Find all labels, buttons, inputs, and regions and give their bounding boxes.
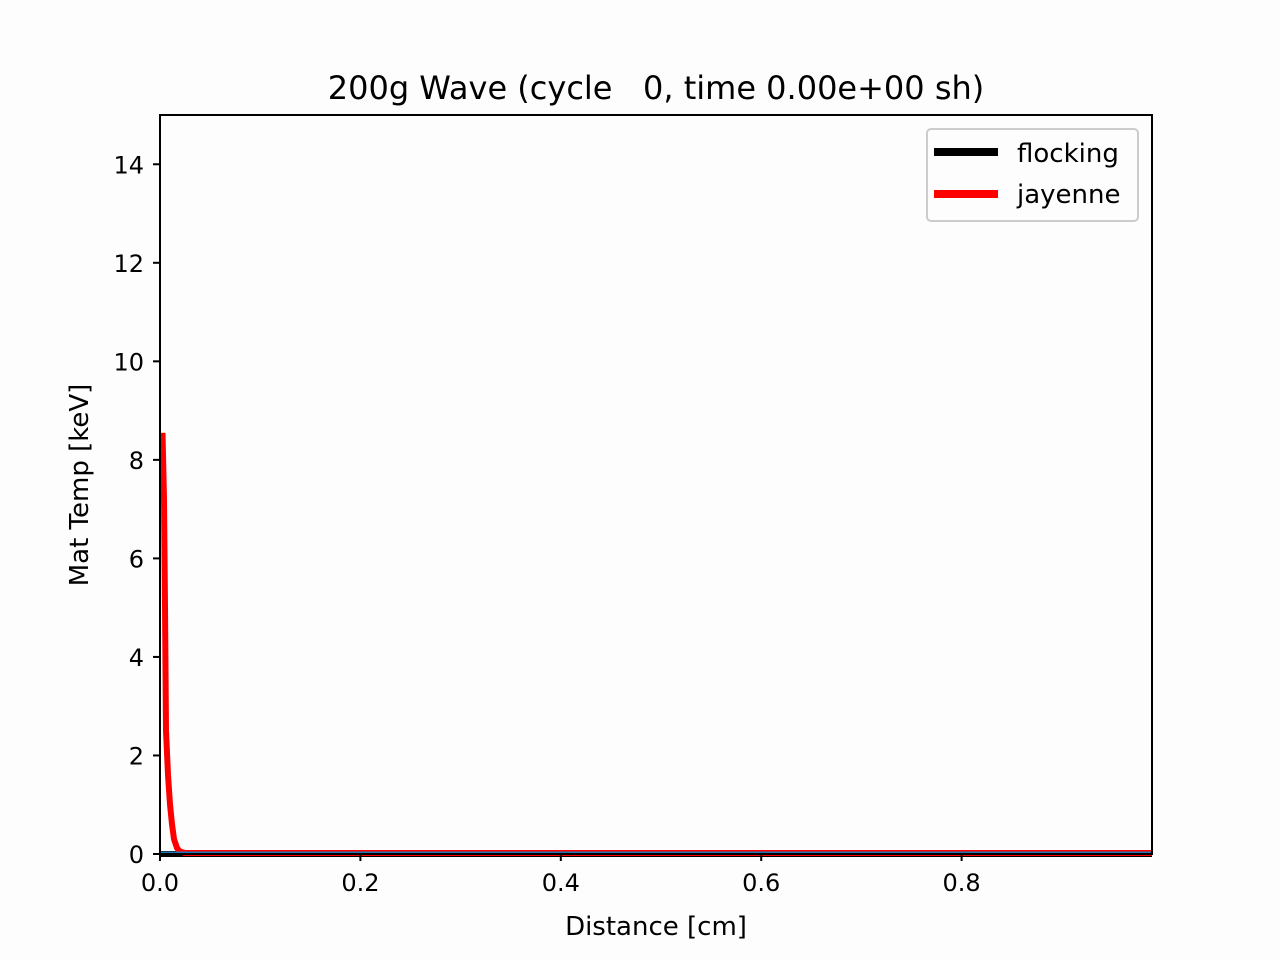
x-tick-label: 0.8 (943, 869, 981, 897)
x-tick-label: 0.4 (542, 869, 580, 897)
chart-title: 200g Wave (cycle 0, time 0.00e+00 sh) (328, 69, 985, 107)
y-tick-label: 8 (129, 447, 144, 475)
legend-label-flocking: flocking (1017, 139, 1119, 169)
y-tick-label: 10 (113, 348, 144, 376)
x-tick-label: 0.2 (341, 869, 379, 897)
y-tick-label: 6 (129, 545, 144, 573)
x-tick-label: 0.6 (742, 869, 780, 897)
y-tick-label: 4 (129, 644, 144, 672)
x-axis-ticks: 0.0 0.2 0.4 0.6 0.8 (141, 854, 981, 897)
y-axis-label: Mat Temp [keV] (65, 384, 95, 587)
plot-frame (159, 114, 1153, 855)
y-tick-label: 2 (129, 742, 144, 770)
x-tick-label: 0.0 (141, 869, 179, 897)
x-axis-label: Distance [cm] (565, 912, 747, 942)
y-tick-label: 12 (113, 250, 144, 278)
y-axis-ticks: 0 2 4 6 8 10 12 14 (113, 151, 160, 869)
y-tick-label: 14 (113, 151, 144, 179)
legend-label-jayenne: jayenne (1016, 180, 1121, 210)
y-tick-label: 0 (129, 841, 144, 869)
plot-area (160, 115, 1152, 854)
legend: flocking jayenne (926, 128, 1139, 222)
